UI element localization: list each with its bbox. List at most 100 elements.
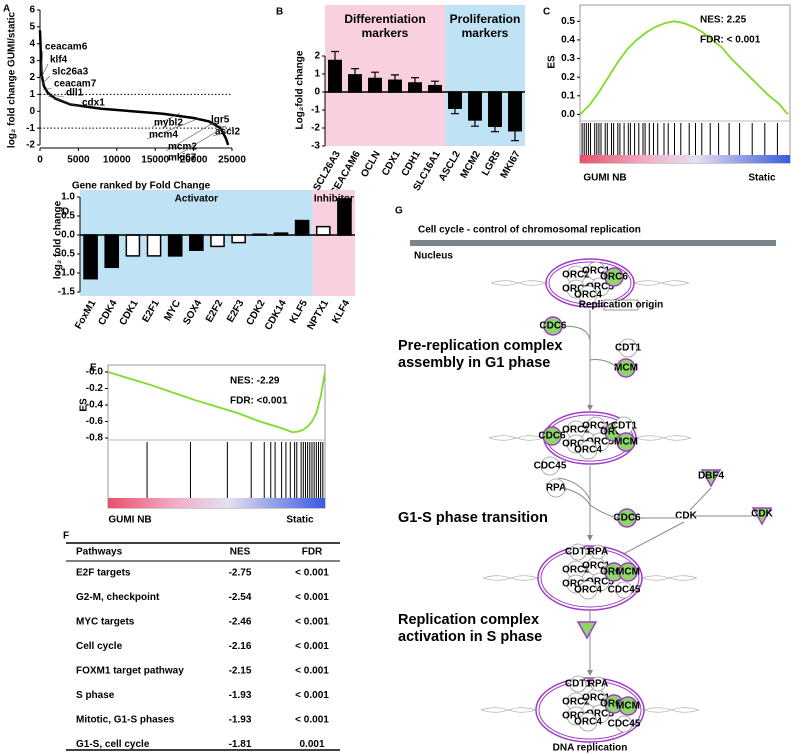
y-tick-label: 1: [314, 69, 320, 80]
protein-node: [540, 456, 560, 476]
dna-helix: [480, 707, 537, 713]
bar: [428, 84, 442, 93]
panel-letter: A: [3, 4, 10, 15]
table-cell: -1.93: [229, 690, 252, 701]
plot-frame: [107, 364, 326, 509]
table-cell: < 0.001: [295, 617, 329, 628]
node-label: ORC1: [582, 421, 610, 432]
x-tick-label: NPTX1: [306, 298, 332, 332]
x-tick-label: 0: [37, 155, 43, 166]
x-tick-label: 5000: [67, 155, 90, 166]
node-label: ORC2: [562, 697, 590, 708]
bar: [125, 234, 141, 257]
node-label: ORC6: [600, 567, 628, 578]
protein-node: [590, 676, 606, 692]
y-tick-label: 0.5: [61, 211, 75, 222]
kinase-triangle: [751, 507, 773, 526]
compartment-label: Nucleus: [414, 251, 453, 262]
table-cell: < 0.001: [295, 568, 329, 579]
error-bar: [451, 108, 459, 115]
panel-letter: F: [63, 531, 69, 542]
error-bar: [331, 50, 339, 61]
table-cell: < 0.001: [295, 666, 329, 677]
table-cell: E2F targets: [76, 568, 131, 579]
gene-annotation: ceacam7: [54, 79, 97, 90]
bar: [337, 198, 352, 236]
complex-outline: [538, 680, 642, 740]
x-tick-label: MKI67: [499, 149, 523, 180]
kinase-triangle: [700, 469, 722, 488]
y-tick-label: 0.1: [561, 90, 575, 101]
stat-annotation: FDR: <0.001: [230, 396, 288, 407]
bar: [146, 234, 162, 257]
annotation-leader: [212, 130, 230, 137]
table-cell: Cell cycle: [76, 641, 123, 652]
y-tick-label: -2: [311, 123, 320, 134]
y-tick-label: -0.5: [58, 249, 76, 260]
error-bar: [391, 74, 399, 81]
x-tick-label: MYC: [162, 298, 183, 323]
annotation-leader: [165, 121, 216, 152]
table-cell: -1.81: [229, 739, 252, 750]
node-label: ORC4: [574, 290, 602, 301]
y-tick-label: 5: [29, 22, 35, 33]
node-label: ORC1: [582, 693, 610, 704]
error-bar: [431, 80, 439, 86]
node-label: CDT1: [565, 547, 592, 558]
x-tick-label: KLF5: [288, 298, 310, 326]
y-tick-label: -0.2: [86, 383, 104, 394]
y-axis-label: ES: [547, 55, 558, 69]
dna-helix: [490, 280, 547, 286]
protein-node: [615, 581, 633, 599]
y-tick-label: 1.0: [61, 192, 75, 203]
node-label: CDK: [675, 511, 697, 522]
error-bar: [411, 77, 419, 83]
gene-annotation: dll1: [66, 88, 84, 99]
y-axis-label: Log₂fold change: [295, 50, 306, 129]
x-tick-label: CDK4: [96, 298, 119, 327]
table-cell: -2.75: [229, 568, 252, 579]
y-tick-label: 2: [314, 51, 320, 62]
dna-helix: [641, 575, 698, 581]
bar: [104, 234, 120, 269]
annotation-leader: [43, 93, 65, 98]
annotation-leader: [40, 50, 44, 73]
bar: [231, 234, 246, 244]
node-label: ORC4: [574, 717, 602, 728]
node-label: ORC2: [562, 565, 590, 576]
x-tick-label: SOX4: [181, 298, 204, 327]
bar: [83, 234, 98, 280]
bar: [315, 225, 331, 236]
x-tick-label: MCM2: [459, 149, 483, 180]
y-tick-label: 0: [314, 87, 320, 98]
stat-annotation: NES: -2.29: [230, 376, 280, 387]
rank-label: Static: [748, 173, 776, 184]
title-bar: [410, 240, 776, 246]
pathway-arrow: [689, 487, 752, 517]
node-label: MCM: [614, 363, 638, 374]
rank-label: GUMI NB: [108, 515, 151, 526]
table-cell: < 0.001: [295, 641, 329, 652]
y-tick-label: 0.3: [561, 53, 575, 64]
node-label: CDC6: [538, 431, 566, 442]
protein-node: [604, 267, 624, 287]
y-tick-label: 0: [29, 106, 35, 117]
stage-label: G1-S phase transition: [398, 510, 548, 526]
node-label: MCM: [616, 567, 640, 578]
y-tick-label: 4: [29, 38, 35, 49]
node-label: MCM: [616, 701, 640, 712]
node-label: DBF4: [698, 471, 725, 482]
node-label: RPA: [546, 483, 566, 494]
node-label: CDC45: [534, 461, 567, 472]
rank-gradient: [108, 498, 325, 508]
table-header: FDR: [302, 547, 323, 558]
gene-annotation: mcm4: [149, 130, 178, 141]
x-axis-label: Gene ranked by Fold Change: [72, 181, 211, 192]
error-bar: [511, 130, 519, 142]
y-tick-label: -0.0: [86, 367, 104, 378]
x-tick-label: E2F1: [140, 298, 162, 325]
error-bar: [371, 71, 379, 79]
group-label: Activator: [175, 194, 218, 205]
y-tick-label: 2: [29, 72, 35, 83]
x-tick-label: 20000: [180, 155, 208, 166]
